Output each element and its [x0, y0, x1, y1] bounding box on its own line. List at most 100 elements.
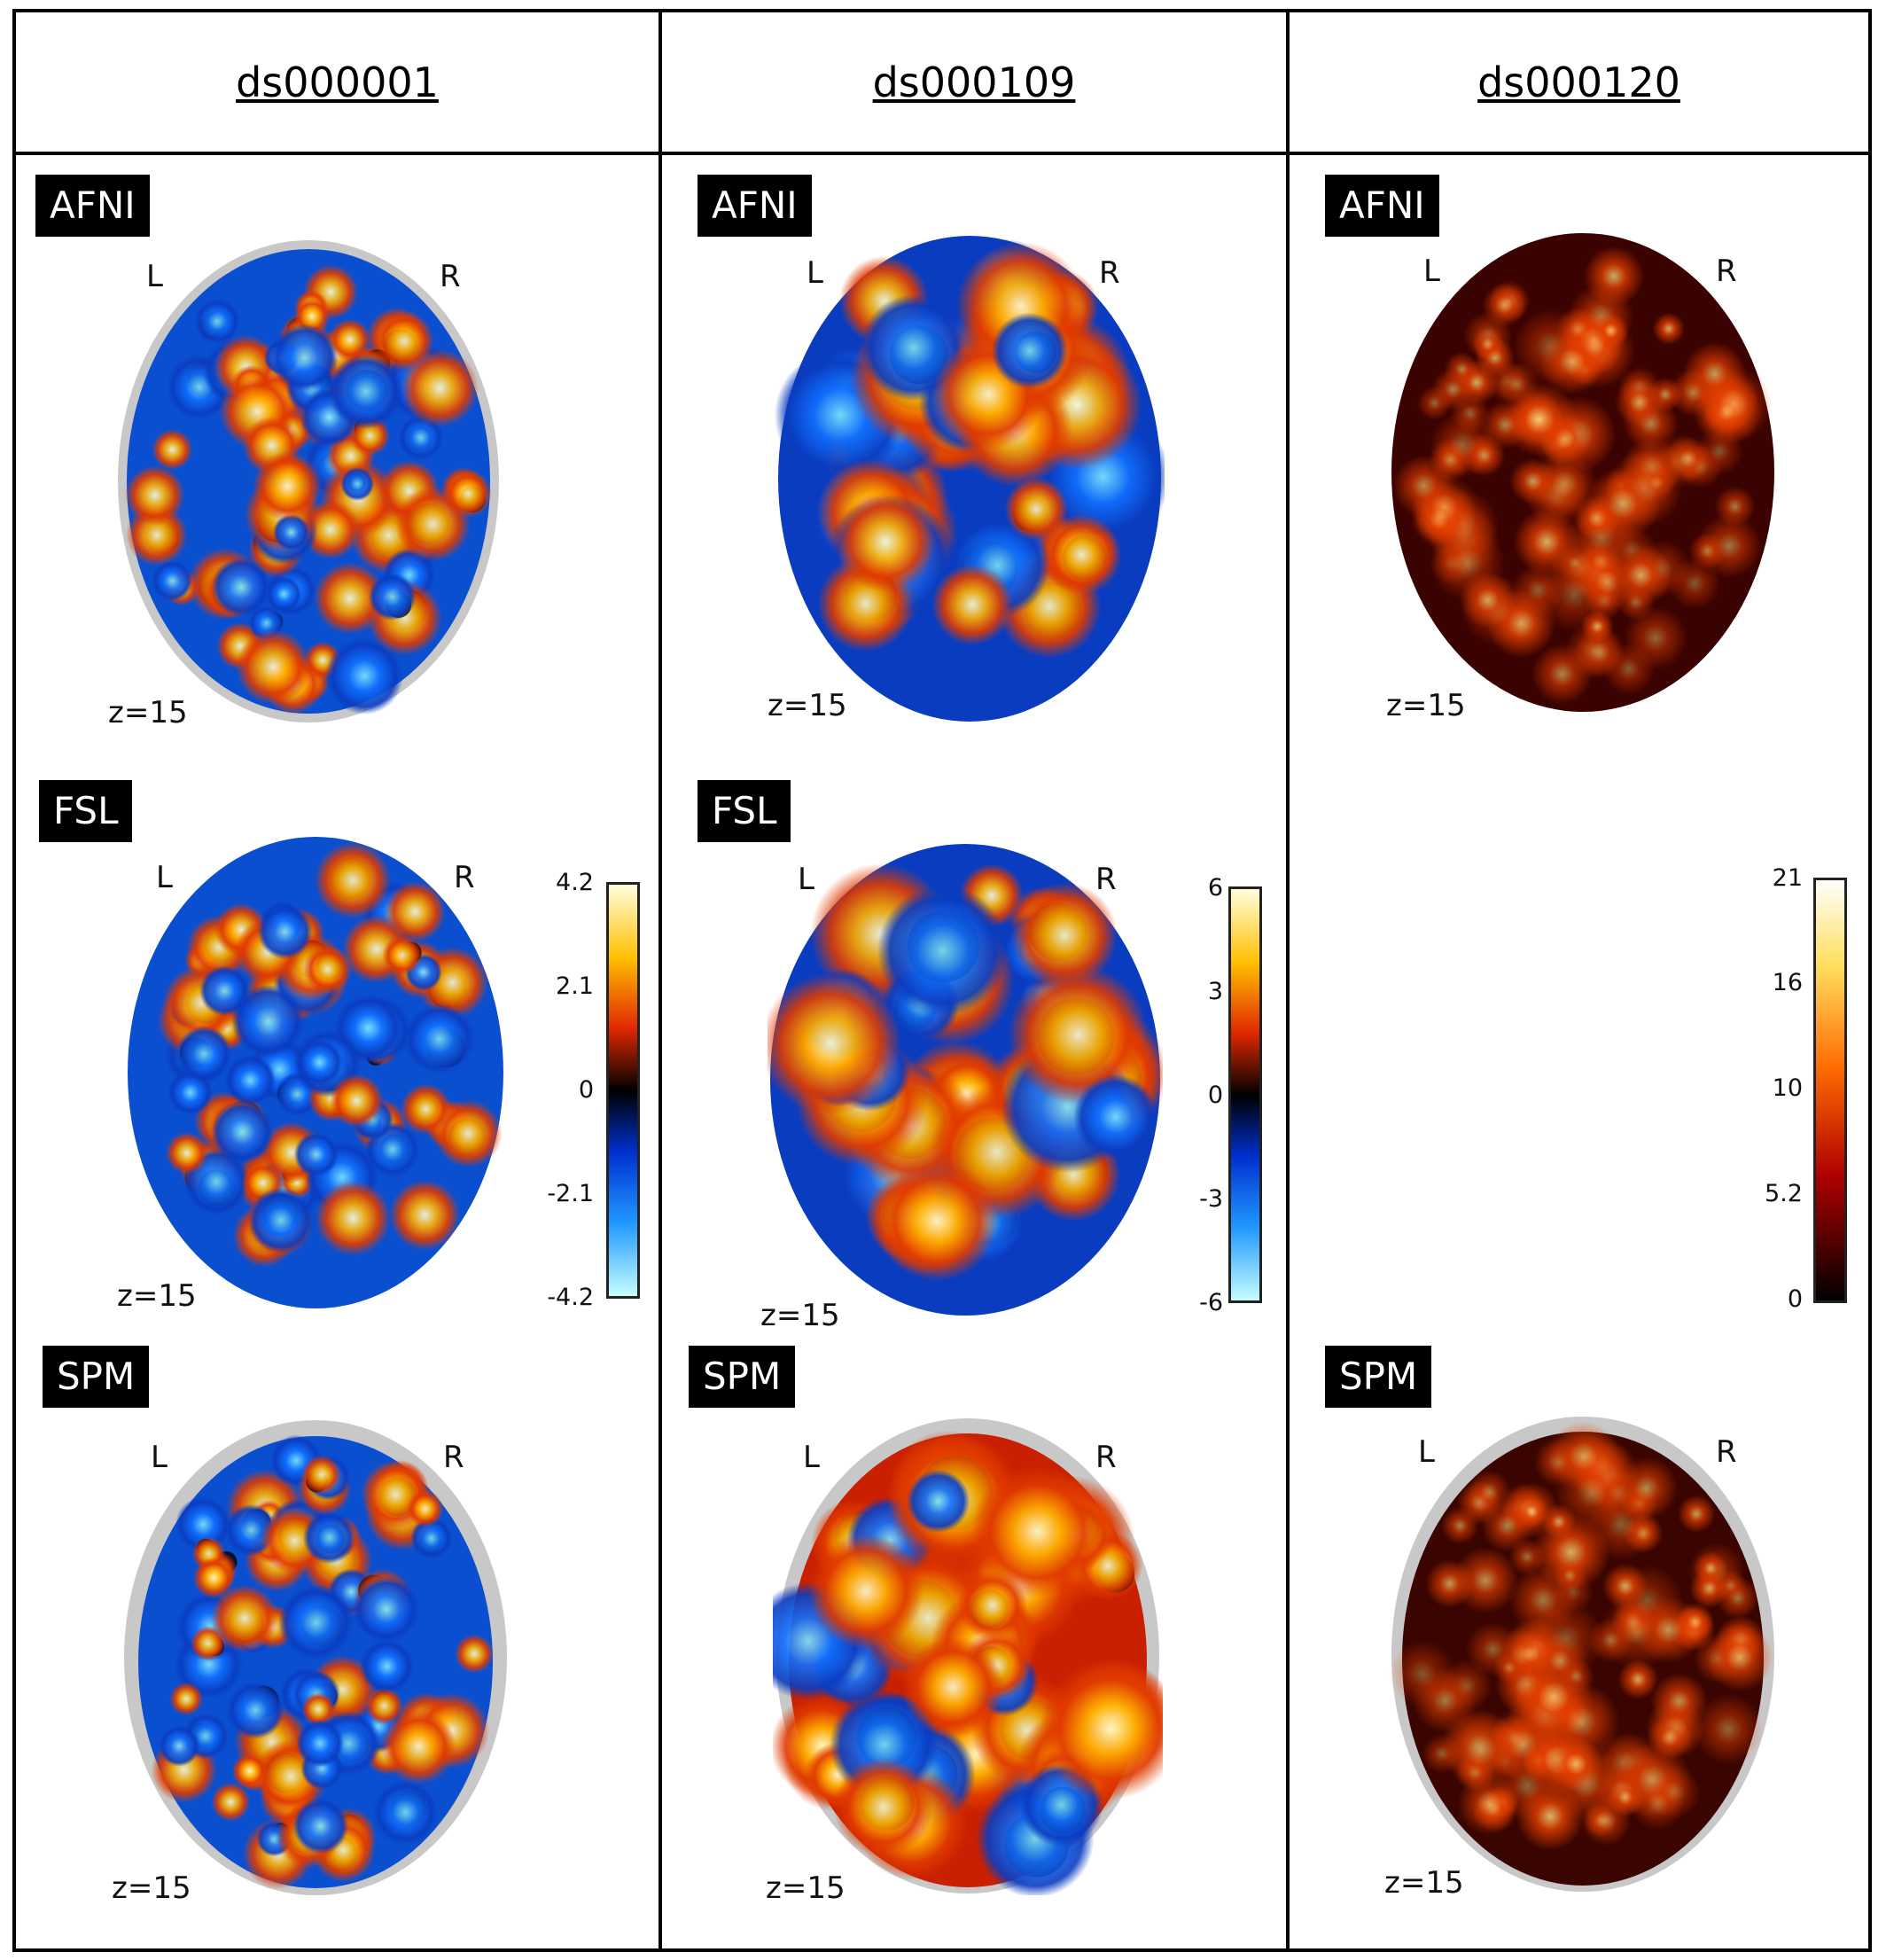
negative-activation-blob	[175, 1496, 231, 1553]
negative-activation-blob	[296, 1039, 343, 1086]
positive-activation-blob	[1583, 246, 1645, 307]
brain-slice-c1-fsl	[128, 837, 503, 1308]
left-marker: L	[156, 860, 173, 895]
slice-z-label: z=15	[1384, 1865, 1464, 1901]
positive-activation-blob	[877, 1160, 998, 1282]
positive-activation-blob	[301, 1692, 336, 1727]
negative-activation-blob	[278, 1584, 355, 1660]
positive-activation-blob	[1389, 1640, 1456, 1707]
positive-activation-blob	[301, 1455, 341, 1495]
negative-activation-blob	[272, 513, 310, 551]
positive-activation-blob	[166, 1131, 208, 1175]
positive-activation-blob	[1652, 312, 1685, 345]
negative-activation-blob	[328, 354, 404, 430]
positive-activation-blob	[1693, 1550, 1728, 1586]
left-marker: L	[807, 255, 823, 291]
positive-activation-blob	[1539, 329, 1605, 395]
right-marker: R	[443, 1440, 464, 1475]
positive-activation-blob	[365, 1687, 403, 1725]
negative-activation-blob	[877, 885, 1009, 1017]
positive-activation-blob	[1040, 514, 1122, 596]
positive-activation-blob	[381, 1708, 456, 1784]
slice-z-label: z=15	[760, 1298, 840, 1333]
panel-label-spm: SPM	[689, 1346, 796, 1408]
positive-activation-blob	[210, 1584, 279, 1652]
colorbar-tick: 3	[1207, 978, 1223, 1005]
positive-activation-blob	[1615, 1456, 1678, 1519]
positive-activation-blob	[1481, 1500, 1533, 1552]
positive-activation-blob	[444, 470, 492, 518]
colorbar-tick: 21	[1772, 864, 1803, 892]
positive-activation-blob	[329, 318, 371, 361]
left-marker: L	[151, 1440, 168, 1475]
panel-label-afni: AFNI	[698, 175, 812, 237]
colorbar-tick: 2.1	[556, 972, 594, 1000]
negative-activation-blob	[226, 1681, 284, 1739]
panel-label-afni: AFNI	[1325, 175, 1439, 237]
positive-activation-blob	[931, 564, 1013, 645]
negative-activation-blob	[1073, 1074, 1158, 1160]
positive-activation-blob	[1431, 368, 1475, 411]
left-marker: L	[1423, 254, 1440, 289]
positive-activation-blob	[1471, 327, 1504, 361]
negative-activation-blob	[292, 1798, 349, 1855]
positive-activation-blob	[1039, 1658, 1163, 1800]
positive-activation-blob	[1693, 1693, 1764, 1765]
positive-activation-blob	[433, 1099, 503, 1168]
slice-z-label: z=15	[768, 688, 847, 723]
colorbar-tick: -2.1	[547, 1180, 594, 1207]
column-divider	[1286, 9, 1290, 1952]
positive-activation-blob	[1634, 1596, 1703, 1664]
positive-activation-blob	[1513, 508, 1580, 576]
right-marker: R	[440, 259, 461, 294]
positive-activation-blob	[1593, 312, 1629, 349]
left-marker: L	[803, 1440, 820, 1475]
positive-activation-blob	[407, 1490, 444, 1527]
positive-activation-blob	[1441, 1507, 1479, 1545]
negative-activation-blob	[211, 557, 271, 617]
positive-activation-blob	[807, 1533, 924, 1650]
positive-activation-blob	[1509, 457, 1556, 505]
positive-activation-blob	[833, 1757, 934, 1857]
positive-activation-blob	[1585, 466, 1661, 542]
colorbar-tick: 0	[1787, 1285, 1803, 1313]
positive-activation-blob	[1688, 532, 1726, 570]
positive-activation-blob	[1482, 283, 1527, 328]
positive-activation-blob	[1008, 964, 1149, 1105]
colorbar-tick: -4.2	[547, 1284, 594, 1311]
positive-activation-blob	[302, 944, 353, 995]
negative-activation-blob	[247, 1187, 315, 1253]
positive-activation-blob	[125, 465, 185, 526]
left-marker: L	[1418, 1434, 1435, 1470]
slice-z-label: z=15	[108, 695, 188, 730]
positive-activation-blob	[1442, 1711, 1520, 1790]
negative-activation-blob	[211, 1100, 274, 1164]
brain-slice-c3-spm	[1389, 1417, 1774, 1892]
negative-activation-blob	[194, 298, 240, 345]
colorbar-c3	[1813, 878, 1847, 1303]
negative-activation-blob	[403, 1003, 475, 1075]
positive-activation-blob	[1607, 1779, 1644, 1816]
panel-label-fsl: FSL	[698, 780, 791, 842]
positive-activation-blob	[1430, 525, 1506, 602]
positive-activation-blob	[169, 1682, 203, 1716]
column-header-ds000001: ds000001	[236, 58, 439, 106]
column-header-ds000120: ds000120	[1477, 58, 1680, 106]
positive-activation-blob	[401, 349, 479, 427]
positive-activation-blob	[1555, 1456, 1630, 1531]
slice-z-label: z=15	[117, 1278, 197, 1314]
table-frame	[12, 9, 1872, 1952]
brain-slice-c1-afni	[118, 240, 499, 722]
slice-z-label: z=15	[1386, 688, 1466, 723]
positive-activation-blob	[1508, 1566, 1578, 1635]
right-marker: R	[1099, 255, 1120, 291]
negative-activation-blob	[410, 1517, 453, 1559]
positive-activation-blob	[1677, 1495, 1716, 1533]
negative-activation-blob	[265, 575, 302, 613]
negative-activation-blob	[231, 984, 305, 1058]
positive-activation-blob	[1548, 1737, 1603, 1792]
colorbar-tick: 10	[1772, 1074, 1803, 1102]
positive-activation-blob	[253, 451, 323, 521]
positive-activation-blob	[152, 429, 193, 471]
positive-activation-blob	[1695, 365, 1773, 442]
